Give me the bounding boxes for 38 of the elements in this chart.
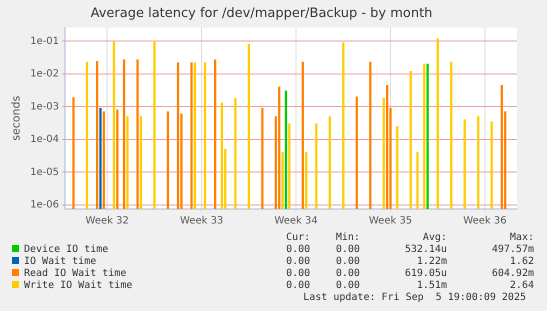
legend-label: Read IO Wait time xyxy=(23,268,128,280)
text: 619.05u xyxy=(404,268,447,280)
text: 497.57m xyxy=(490,244,534,256)
y-tick-label: 1e-05 xyxy=(30,166,60,178)
y-tick-label: 1e-03 xyxy=(30,101,60,112)
x-tick-label: Week 34 xyxy=(274,216,318,227)
y-tick-label: 1e-01 xyxy=(30,36,60,47)
x-tick-label: Week 36 xyxy=(463,216,507,227)
legend-label: Write IO Wait time xyxy=(23,280,134,292)
text: 0.00 xyxy=(285,268,310,280)
text: Avg: xyxy=(422,232,447,244)
text: 0.00 xyxy=(334,244,360,256)
x-tick-label: Week 33 xyxy=(180,216,224,227)
text: 0.00 xyxy=(334,280,360,292)
text: Max: xyxy=(508,232,534,244)
text: 0.00 xyxy=(334,268,360,280)
x-tick-label: Week 32 xyxy=(86,216,129,227)
y-axis-title: seconds xyxy=(9,96,22,141)
x-tick-label: Week 35 xyxy=(368,216,412,227)
text: 0.00 xyxy=(334,256,360,268)
text: 604.92m xyxy=(490,268,534,280)
y-tick-label: 1e-02 xyxy=(30,68,60,80)
chart-title: Average latency for /dev/mapper/Backup - by month xyxy=(90,6,432,22)
text: 1.22m xyxy=(416,256,447,268)
text: 0.00 xyxy=(285,280,310,292)
text: Min: xyxy=(334,232,360,244)
text: 532.14u xyxy=(404,244,447,256)
legend-label: Device IO time xyxy=(23,244,110,256)
text: 0.00 xyxy=(285,256,310,268)
y-tick-label: 1e-04 xyxy=(30,134,60,146)
text: Cur: xyxy=(285,232,310,244)
text: 0.00 xyxy=(285,244,310,256)
y-tick-label: 1e-06 xyxy=(30,200,60,211)
legend-label: IO Wait time xyxy=(23,256,98,268)
text: 2.64 xyxy=(508,280,534,292)
text: 1.62 xyxy=(508,256,534,268)
text: 1.51m xyxy=(416,280,447,292)
text: Last update: Fri Sep 5 19:00:09 2025 xyxy=(302,292,527,303)
